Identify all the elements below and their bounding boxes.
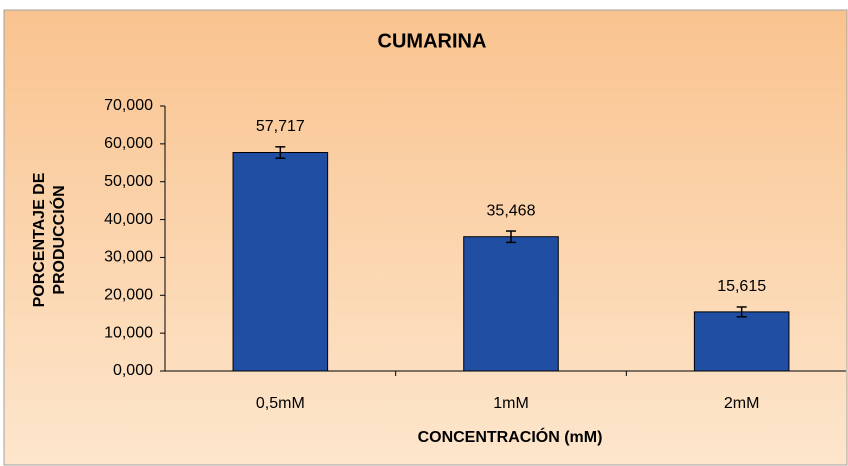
value-label: 15,615 bbox=[717, 278, 766, 295]
y-tick-label: 60,000 bbox=[104, 135, 153, 152]
x-tick-label: 0,5mM bbox=[256, 395, 305, 412]
x-axis-label: CONCENTRACIÓN (mM) bbox=[418, 427, 603, 446]
y-axis-label: PRODUCCIÓN bbox=[49, 185, 68, 294]
bar bbox=[693, 311, 790, 372]
y-tick-label: 30,000 bbox=[104, 249, 153, 266]
y-tick-label: 70,000 bbox=[104, 97, 153, 114]
y-tick-label: 10,000 bbox=[104, 324, 153, 341]
chart-background bbox=[3, 9, 848, 466]
error-bar bbox=[736, 306, 747, 318]
error-bar bbox=[275, 146, 286, 159]
bar bbox=[463, 236, 559, 372]
x-tick-label: 1mM bbox=[493, 395, 529, 412]
y-tick-label: 40,000 bbox=[104, 211, 153, 228]
error-bar bbox=[506, 230, 516, 244]
x-tick-label: 2mM bbox=[724, 395, 760, 412]
y-tick-label: 50,000 bbox=[104, 173, 153, 190]
value-label: 57,717 bbox=[256, 118, 305, 135]
chart-title: CUMARINA bbox=[378, 30, 487, 52]
y-tick-label: 0,000 bbox=[113, 362, 153, 379]
y-tick-label: 20,000 bbox=[104, 287, 153, 304]
bar bbox=[232, 151, 329, 372]
value-label: 35,468 bbox=[487, 202, 536, 219]
y-axis-label: PORCENTAJE DE bbox=[31, 172, 48, 307]
